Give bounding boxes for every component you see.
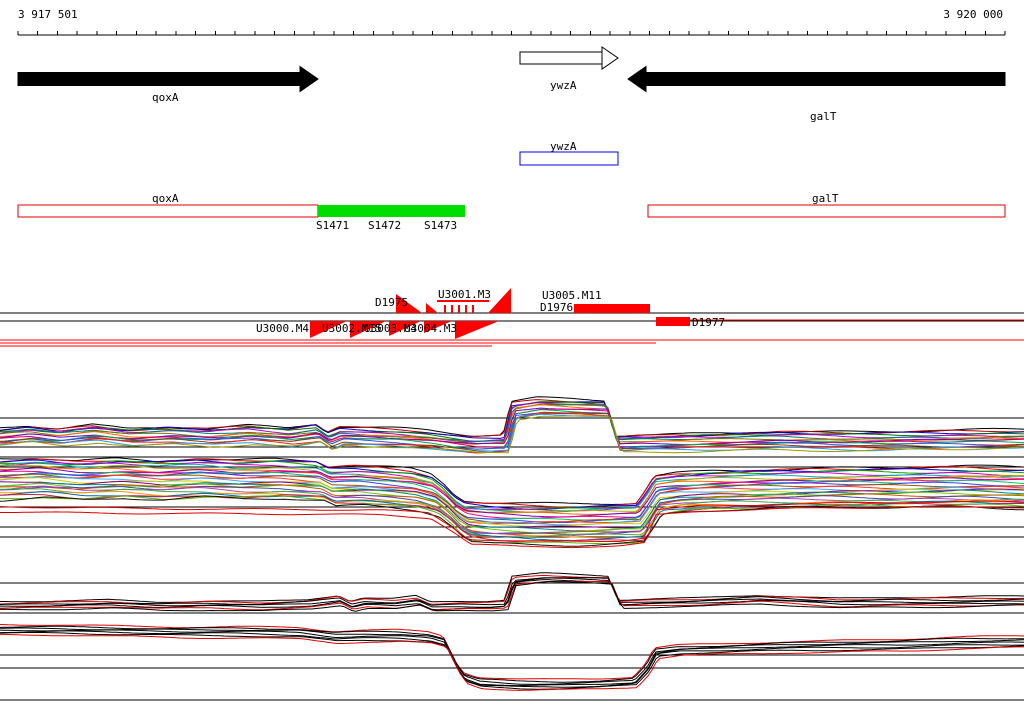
- probe-segment-shape[interactable]: [389, 321, 421, 336]
- probe-segment-block[interactable]: [465, 305, 467, 313]
- profile-line: [0, 482, 1024, 534]
- region-track: qoxA galT S1471 S1472 S1473: [17, 192, 1006, 232]
- probe-segment-shape[interactable]: [455, 321, 499, 339]
- probe-segment-block[interactable]: [656, 317, 690, 326]
- probe-segment-block[interactable]: [451, 305, 453, 313]
- profile-line: [0, 577, 1024, 606]
- probe-label-U3005.M11: U3005.M11: [542, 289, 602, 302]
- gene-label-galT: galT: [810, 110, 837, 123]
- profile-line: [0, 413, 1024, 453]
- probe-segment-shape[interactable]: [350, 321, 386, 338]
- gene-label-qoxA: qoxA: [152, 91, 179, 104]
- probe-label-U3002.M15: U3002.M15: [322, 322, 382, 335]
- profile-line: [0, 408, 1024, 448]
- profile-line: [0, 484, 1024, 535]
- region-box-segment[interactable]: [318, 205, 465, 217]
- probe-segment-block[interactable]: [574, 304, 650, 313]
- segment-label-S1472: S1472: [368, 219, 401, 232]
- profile-line: [0, 460, 1024, 511]
- ruler-start-coordinate: 3 917 501: [18, 8, 78, 21]
- profile-line: [0, 577, 1024, 608]
- profile-line: [0, 415, 1024, 454]
- profile-line: [0, 632, 1024, 690]
- profile-line: [0, 471, 1024, 523]
- expression-profile-plots: [0, 396, 1024, 701]
- region-label-galT: galT: [812, 192, 839, 205]
- segment-label-S1473: S1473: [424, 219, 457, 232]
- gene-arrow-galT[interactable]: [627, 65, 1006, 93]
- feature-box-ywzA[interactable]: [519, 151, 619, 166]
- gene-arrow-qoxA[interactable]: [17, 65, 319, 93]
- upper-expression-panel: [0, 396, 1024, 549]
- ruler-end-coordinate: 3 920 000: [943, 8, 1003, 21]
- profile-line: [0, 579, 1024, 611]
- lower-summary-panel: [0, 572, 1024, 701]
- probe-label-D1975: D1975: [375, 296, 408, 309]
- probe-segment-block[interactable]: [444, 305, 446, 313]
- gene-arrow-track: qoxA ywzA galT: [17, 46, 1006, 123]
- profile-line: [0, 581, 1024, 612]
- probe-label-U3001.M3: U3001.M3: [438, 288, 491, 301]
- profile-line: [0, 581, 1024, 611]
- probe-label-D1977: D1977: [692, 316, 725, 329]
- feature-label-ywzA: ywzA: [550, 140, 577, 153]
- probe-segment-shape[interactable]: [310, 321, 347, 338]
- profile-line: [0, 629, 1024, 687]
- gene-arrow-ywzA[interactable]: [519, 46, 619, 70]
- probe-label-D1976: D1976: [540, 301, 573, 314]
- profile-line: [0, 625, 1024, 683]
- profile-line: [0, 500, 1024, 542]
- profile-line: [0, 477, 1024, 527]
- profile-line: [0, 505, 1024, 549]
- profile-line: [0, 624, 1024, 680]
- profile-line: [0, 630, 1024, 688]
- region-label-qoxA: qoxA: [152, 192, 179, 205]
- profile-line: [0, 627, 1024, 685]
- region-box-qoxA[interactable]: [17, 204, 319, 218]
- feature-box-track: ywzA: [519, 140, 619, 166]
- probe-segment-block[interactable]: [472, 305, 474, 313]
- profile-line: [0, 464, 1024, 514]
- segment-label-S1471: S1471: [316, 219, 349, 232]
- probe-segment-block[interactable]: [458, 305, 460, 313]
- profile-line: [0, 482, 1024, 532]
- coordinate-ruler: [17, 31, 1006, 36]
- probe-segment-shape[interactable]: [426, 303, 438, 313]
- probe-label-U3004.M3: U3004.M3: [404, 322, 457, 335]
- probe-segment-shape[interactable]: [396, 294, 422, 313]
- probe-segment-block[interactable]: [437, 300, 489, 302]
- region-box-galT[interactable]: [647, 204, 1006, 218]
- probe-label-U3000.M4: U3000.M4: [256, 322, 309, 335]
- profile-line: [0, 401, 1024, 442]
- gene-label-ywzA: ywzA: [550, 79, 577, 92]
- profile-line: [0, 572, 1024, 603]
- probe-segment-shape[interactable]: [488, 288, 511, 313]
- profile-line: [0, 633, 1024, 691]
- probe-label-U3003.M4: U3003.M4: [364, 322, 417, 335]
- probe-segment-shape[interactable]: [424, 321, 452, 333]
